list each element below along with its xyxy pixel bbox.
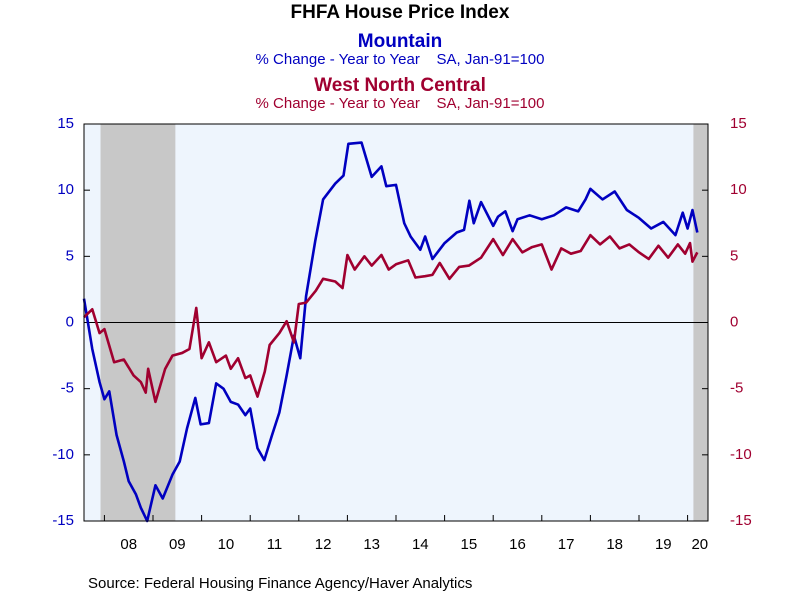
y-tick-label: 15 (57, 115, 74, 132)
y-tick-label: 0 (66, 313, 74, 330)
y2-tick-label: -15 (730, 512, 752, 529)
x-tick-label: 14 (412, 536, 429, 553)
y-tick-label: -5 (61, 380, 74, 397)
series-name: West North Central (314, 75, 486, 96)
x-tick-label: 08 (120, 536, 137, 553)
x-tick-label: 11 (267, 536, 283, 553)
plot-frame (83, 123, 709, 522)
y-tick-label: 10 (57, 181, 74, 198)
x-tick-label: 18 (606, 536, 623, 553)
series-line (83, 233, 699, 404)
y2-tick-label: -10 (730, 446, 752, 463)
x-tick-label: 16 (509, 536, 526, 553)
series-subtitle: % Change - Year to Year SA, Jan-91=100 (256, 95, 545, 112)
series-name: Mountain (358, 31, 442, 52)
y2-tick-label: 5 (730, 247, 738, 264)
y-tick-label: -10 (52, 446, 74, 463)
y2-tick-label: 0 (730, 313, 738, 330)
y2-tick-label: -5 (730, 380, 743, 397)
y-tick-label: -15 (52, 512, 74, 529)
x-tick-label: 19 (655, 536, 672, 553)
y2-tick-label: 10 (730, 181, 747, 198)
series-subtitle: % Change - Year to Year SA, Jan-91=100 (256, 51, 545, 68)
x-tick-label: 13 (363, 536, 380, 553)
y2-tick-label: 15 (730, 115, 747, 132)
x-tick-label: 12 (315, 536, 332, 553)
source-note: Source: Federal Housing Finance Agency/H… (88, 575, 472, 592)
x-tick-label: 20 (691, 536, 708, 553)
x-tick-label: 15 (461, 536, 478, 553)
x-tick-label: 10 (218, 536, 235, 553)
y-tick-label: 5 (66, 247, 74, 264)
x-tick-label: 17 (558, 536, 575, 553)
x-tick-label: 09 (169, 536, 186, 553)
chart-title: FHFA House Price Index (291, 2, 510, 23)
series-line (82, 141, 699, 523)
